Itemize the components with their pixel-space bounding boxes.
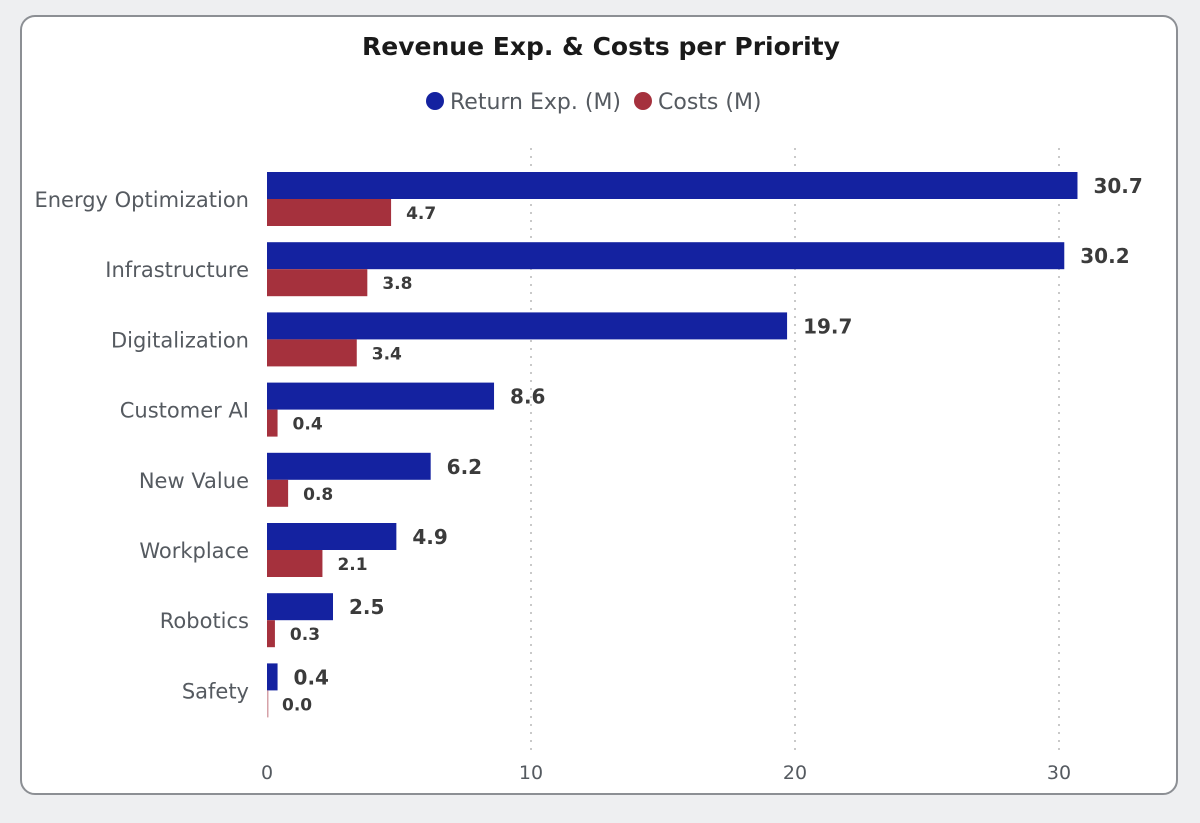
data-label-return-robotics: 2.5: [349, 595, 384, 619]
data-label-costs-digitalization: 3.4: [372, 344, 402, 364]
data-label-return-safety: 0.4: [294, 665, 329, 689]
data-label-costs-customer-ai: 0.4: [293, 415, 323, 435]
x-tick-label-20: 20: [783, 762, 807, 784]
legend-label-costs[interactable]: Costs (M): [658, 90, 762, 115]
category-label-digitalization: Digitalization: [111, 328, 249, 352]
x-tick-label-0: 0: [261, 762, 273, 784]
category-label-safety: Safety: [182, 679, 249, 703]
bar-costs-new-value[interactable]: [267, 479, 289, 507]
bar-costs-workplace[interactable]: [267, 550, 323, 577]
bars[interactable]: [267, 172, 1078, 718]
y-axis-categories: Energy Optimization Infrastructure Digital…: [34, 188, 249, 703]
category-label-workplace: Workplace: [139, 539, 249, 563]
chart-title: Revenue Exp. & Costs per Priority: [362, 32, 840, 61]
bar-costs-customer-ai[interactable]: [267, 409, 278, 437]
data-label-return-customer-ai: 8.6: [510, 385, 545, 409]
category-label-customer-ai: Customer AI: [120, 399, 249, 423]
data-label-costs-safety: 0.0: [282, 695, 312, 715]
data-label-return-infrastructure: 30.2: [1080, 244, 1129, 268]
bar-costs-safety[interactable]: [267, 690, 269, 718]
legend-marker-costs[interactable]: [634, 92, 652, 110]
data-label-costs-workplace: 2.1: [337, 555, 367, 575]
x-axis-ticks: 0 10 20 30: [261, 762, 1071, 784]
chart-legend[interactable]: Return Exp. (M) Costs (M): [426, 90, 762, 115]
bar-return-new-value[interactable]: [267, 452, 431, 480]
bar-return-energy-optimization[interactable]: [267, 172, 1078, 199]
data-label-costs-new-value: 0.8: [303, 485, 333, 505]
data-label-costs-infrastructure: 3.8: [382, 274, 412, 294]
data-label-return-new-value: 6.2: [447, 455, 482, 479]
x-tick-label-30: 30: [1047, 762, 1071, 784]
bar-costs-robotics[interactable]: [267, 620, 275, 648]
bar-return-robotics[interactable]: [267, 593, 333, 621]
legend-label-return[interactable]: Return Exp. (M): [450, 90, 621, 115]
data-label-costs-energy-optimization: 4.7: [406, 204, 436, 224]
bar-return-customer-ai[interactable]: [267, 382, 495, 410]
category-label-robotics: Robotics: [160, 609, 249, 633]
data-labels: 30.7 4.7 30.2 3.8 19.7 3.4 8.6 0.4 6.2 0.8 4.9 2.1 2…: [282, 174, 1143, 715]
bar-return-digitalization[interactable]: [267, 312, 788, 340]
bar-costs-infrastructure[interactable]: [267, 269, 368, 297]
data-label-return-workplace: 4.9: [412, 525, 447, 549]
category-label-energy-optimization: Energy Optimization: [34, 188, 249, 212]
bar-return-safety[interactable]: [267, 663, 278, 691]
data-label-costs-robotics: 0.3: [290, 625, 320, 645]
bar-return-infrastructure[interactable]: [267, 242, 1065, 270]
bar-costs-energy-optimization[interactable]: [267, 199, 392, 226]
bar-return-workplace[interactable]: [267, 523, 397, 550]
legend-marker-return[interactable]: [426, 92, 444, 110]
bar-costs-digitalization[interactable]: [267, 339, 357, 367]
data-label-return-energy-optimization: 30.7: [1093, 174, 1142, 198]
category-label-infrastructure: Infrastructure: [105, 258, 249, 282]
data-label-return-digitalization: 19.7: [803, 314, 852, 338]
category-label-new-value: New Value: [139, 469, 249, 493]
x-tick-label-10: 10: [519, 762, 543, 784]
